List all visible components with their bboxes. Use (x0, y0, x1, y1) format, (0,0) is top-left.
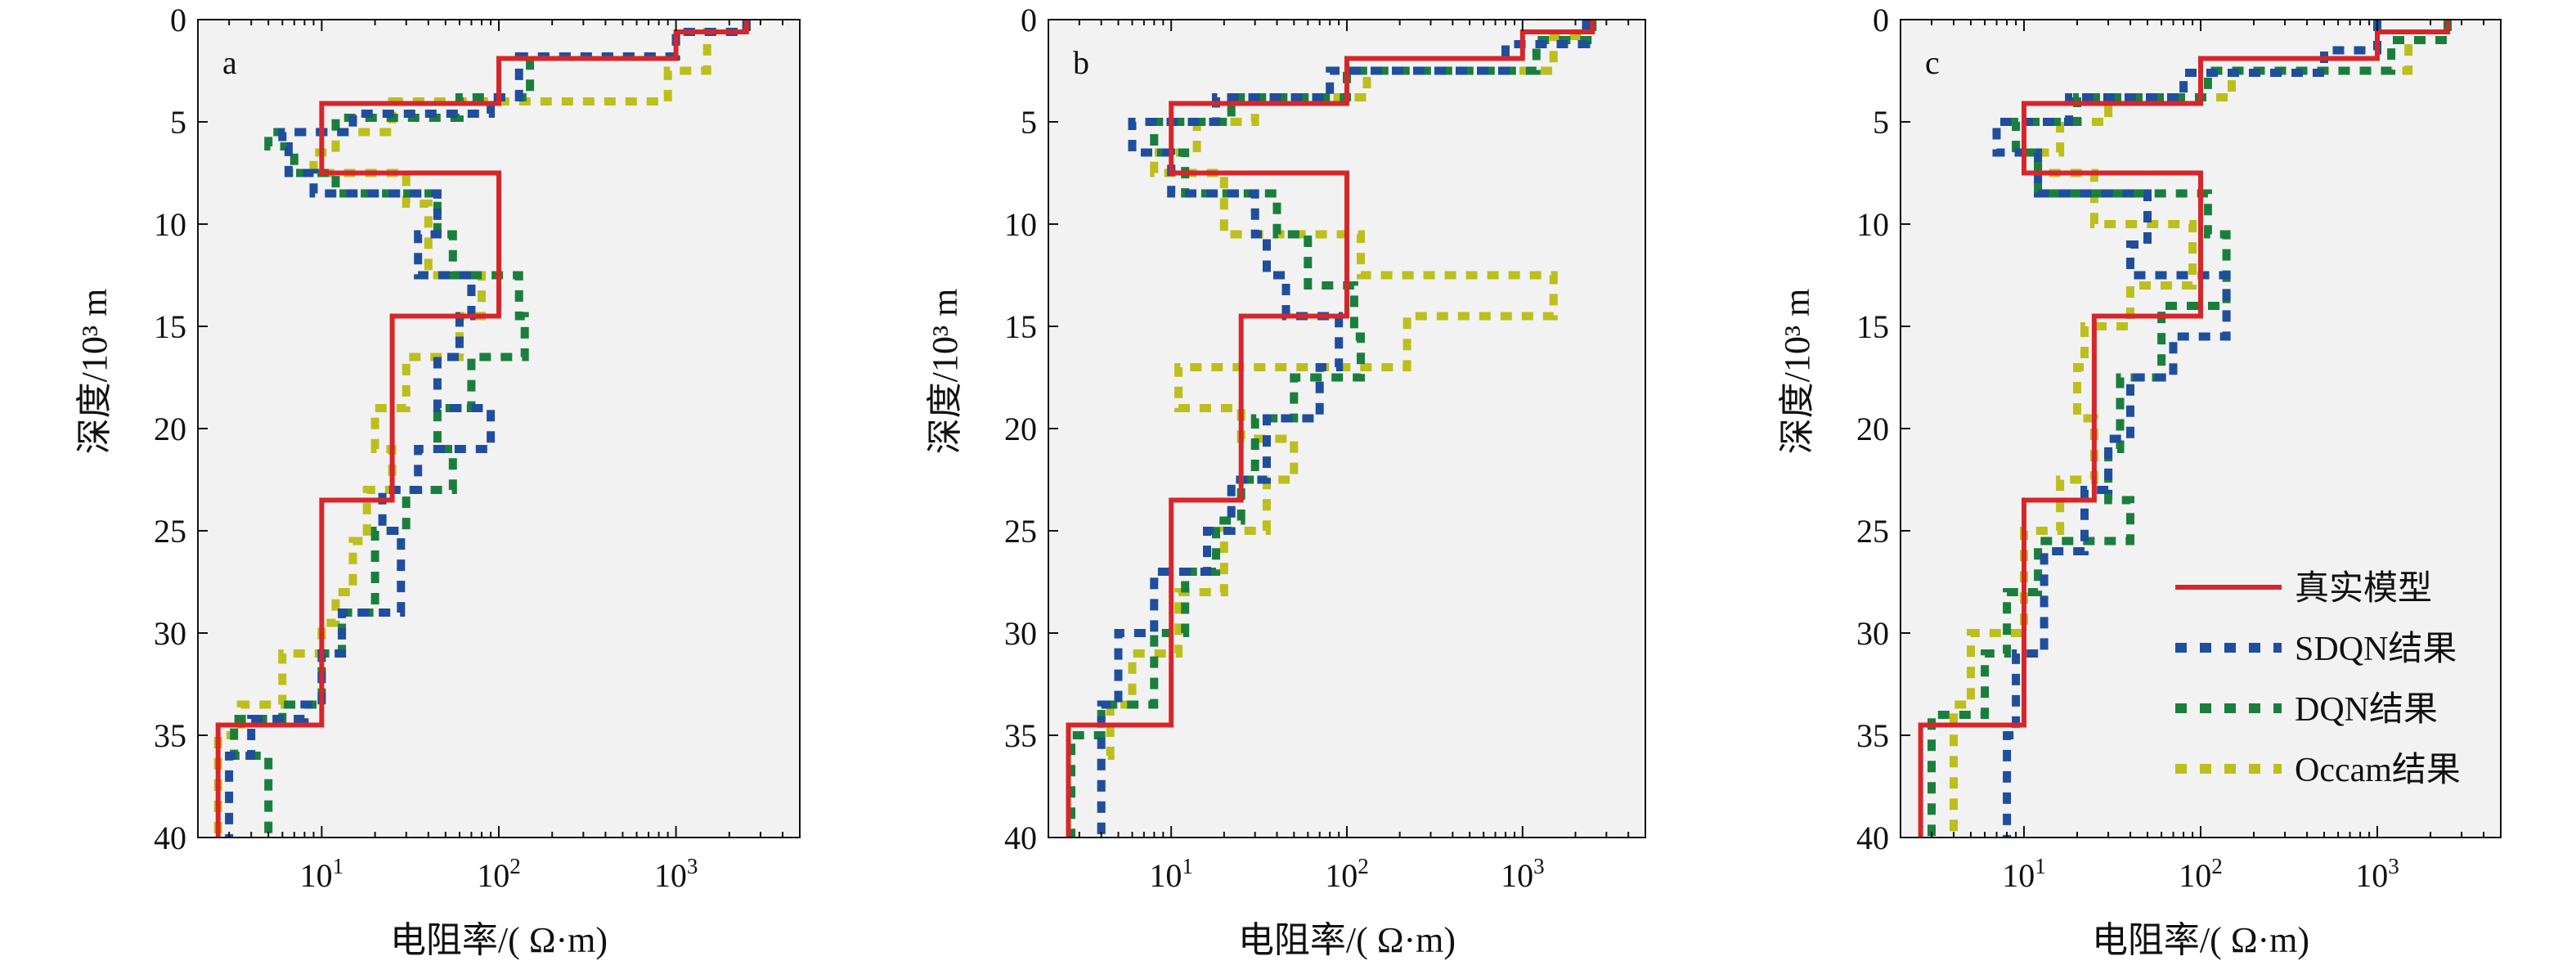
panel-label: b (1073, 44, 1089, 81)
y-tick-label: 15 (1856, 308, 1889, 345)
x-axis-label: 电阻率/( Ω·m) (2092, 920, 2309, 960)
series-group (213, 20, 751, 838)
legend-label-dqn: DQN结果 (2295, 691, 2438, 729)
series-sdqn-c (1992, 20, 2381, 838)
y-tick-label: 20 (154, 411, 186, 447)
y-tick-label: 25 (154, 513, 186, 550)
x-tick-label: 103 (2355, 854, 2399, 894)
y-tick-label: 30 (1856, 615, 1889, 652)
y-tick-label: 40 (1856, 820, 1889, 856)
series-occam-b (1097, 20, 1591, 838)
chart-panel-b: 0 5 10 15 20 25 30 35 40 101 102 103 b 电阻率/( Ω·m) 深度/1… (925, 2, 1646, 960)
series-true-a (215, 20, 749, 838)
panel-label: c (1925, 44, 1940, 81)
series-dqn-a (230, 20, 751, 838)
y-axis-label: 深度/10³ m (1777, 289, 1817, 455)
series-group (1918, 20, 2452, 838)
legend-label-true: 真实模型 (2295, 569, 2432, 608)
y-tick-label: 5 (1873, 104, 1889, 141)
chart-panel-a: 0 5 10 15 20 25 30 35 40 101 102 103 a 电阻率/( Ω·m) 深度/1… (74, 2, 801, 960)
y-tick-label: 40 (154, 820, 186, 856)
y-tick-label: 0 (1021, 2, 1037, 38)
x-tick-label: 101 (2002, 854, 2046, 894)
x-tick-label: 101 (1149, 854, 1193, 894)
x-tick-label: 103 (1501, 854, 1545, 894)
y-tick-label: 40 (1004, 820, 1037, 856)
y-tick-label: 10 (154, 206, 186, 243)
y-tick-label: 20 (1004, 411, 1037, 447)
y-tick-label: 5 (1021, 104, 1037, 141)
x-tick-label: 101 (300, 854, 344, 894)
series-true-b (1066, 20, 1595, 838)
x-tick-label: 102 (2179, 854, 2223, 894)
x-tick-label: 102 (1325, 854, 1369, 894)
y-tick-label: 35 (1856, 717, 1889, 754)
y-tick-label: 35 (154, 717, 186, 754)
panel-label: a (222, 44, 237, 81)
series-dqn-c (1928, 20, 2452, 838)
chart-panel-c: 0 5 10 15 20 25 30 35 40 101 102 103 c 电阻率/( Ω·m) 深度/1… (1777, 2, 2502, 960)
y-tick-label: 20 (1856, 411, 1889, 447)
legend-label-occam: Occam结果 (2295, 752, 2461, 789)
y-tick-label: 0 (1873, 2, 1889, 38)
x-axis-label: 电阻率/( Ω·m) (1238, 920, 1456, 960)
legend-label-sdqn: SDQN结果 (2295, 631, 2457, 668)
y-tick-label: 15 (154, 308, 186, 345)
x-axis-label: 电阻率/( Ω·m) (390, 920, 608, 960)
y-axis-label: 深度/10³ m (925, 289, 965, 455)
y-tick-label: 5 (170, 104, 186, 141)
series-dqn-b (1067, 20, 1597, 838)
y-tick-label: 0 (170, 2, 186, 38)
y-tick-label: 30 (154, 615, 186, 652)
series-true-c (1918, 20, 2450, 838)
y-tick-label: 15 (1004, 308, 1037, 345)
plot-area (1048, 20, 1645, 838)
legend: 真实模型 SDQN结果 DQN结果 Occam结果 (2175, 569, 2461, 789)
y-tick-label: 30 (1004, 615, 1037, 652)
y-tick-label: 25 (1856, 513, 1889, 550)
y-tick-label: 10 (1856, 206, 1889, 243)
series-group (1066, 20, 1597, 838)
y-tick-label: 25 (1004, 513, 1037, 550)
y-tick-label: 10 (1004, 206, 1037, 243)
y-tick-label: 35 (1004, 717, 1037, 754)
x-tick-label: 102 (477, 854, 521, 894)
y-axis-label: 深度/10³ m (74, 289, 114, 455)
x-tick-label: 103 (654, 854, 698, 894)
